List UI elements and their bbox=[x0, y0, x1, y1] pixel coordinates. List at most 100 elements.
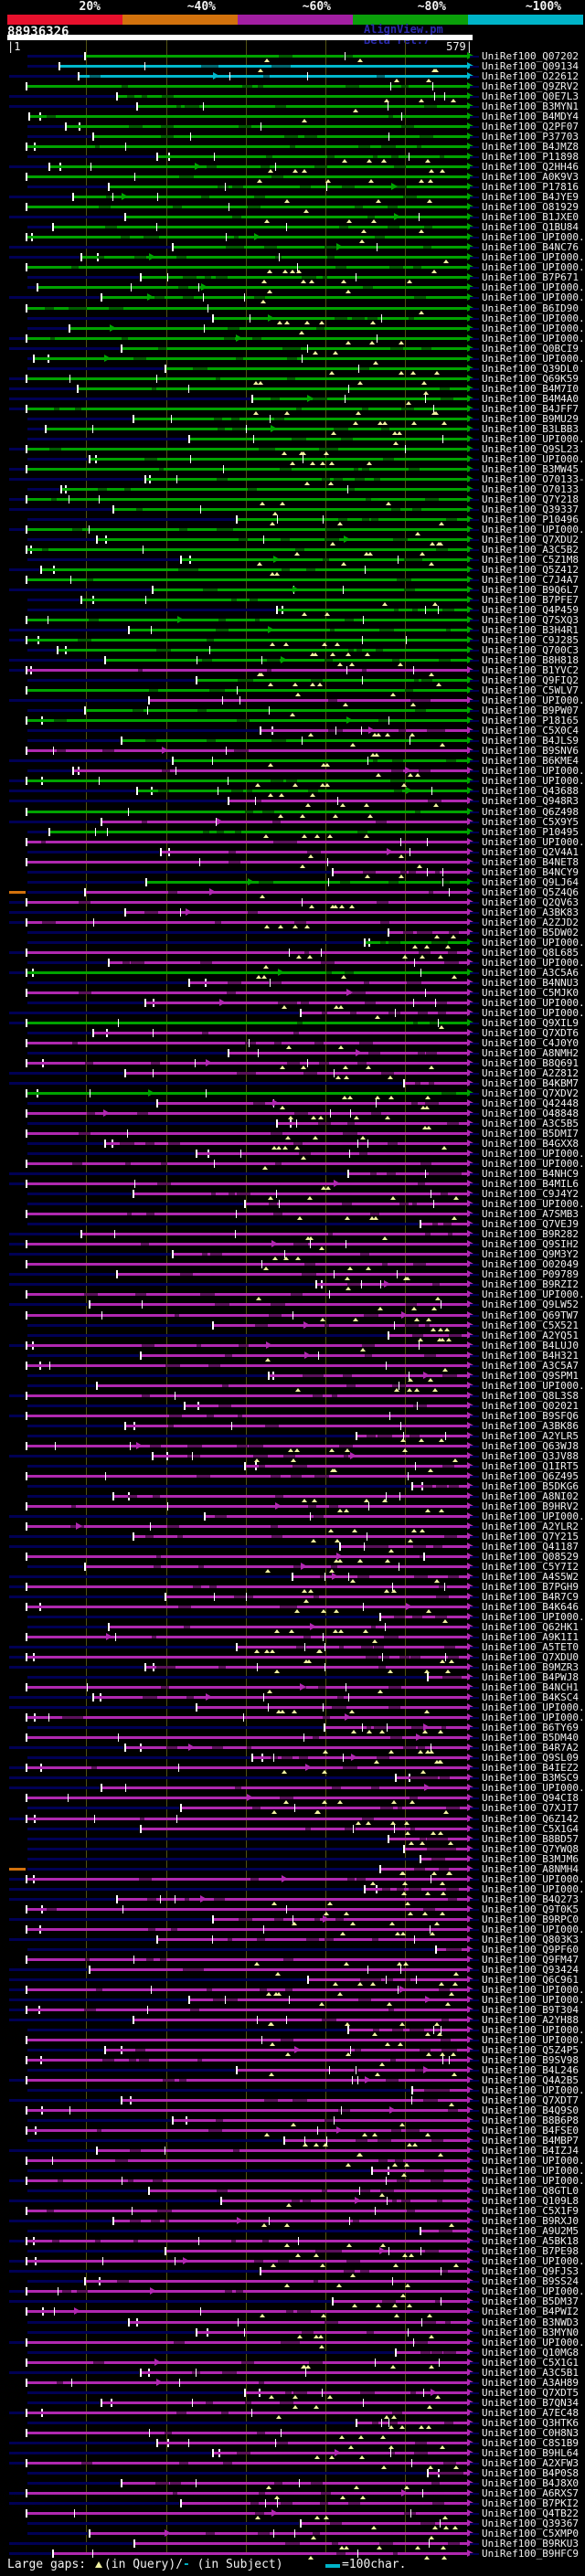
subject-id-link[interactable]: UniRef100_UPI000.. bbox=[482, 2255, 585, 2268]
alignment-bar[interactable] bbox=[27, 376, 468, 380]
alignment-bar[interactable] bbox=[74, 769, 468, 773]
subject-id-link[interactable]: UniRef100_B3LBB3 bbox=[482, 422, 579, 435]
alignment-bar[interactable] bbox=[27, 175, 468, 179]
alignment-bar[interactable] bbox=[27, 2240, 468, 2243]
alignment-bar[interactable] bbox=[325, 1726, 468, 1730]
subject-id-link[interactable]: UniRef100_UPI000.. bbox=[482, 1701, 585, 1714]
alignment-bar[interactable] bbox=[27, 1907, 468, 1911]
subject-id-link[interactable]: UniRef100_A8NMH4 bbox=[482, 1862, 579, 1875]
alignment-bar[interactable] bbox=[27, 2058, 468, 2062]
subject-id-link[interactable]: UniRef100_B4GXX8 bbox=[482, 1138, 579, 1150]
subject-id-link[interactable]: UniRef100_Q8GTL0 bbox=[482, 2185, 579, 2198]
subject-id-link[interactable]: UniRef100_B6TY69 bbox=[482, 1722, 579, 1734]
subject-id-link[interactable]: UniRef100_C5MJK0 bbox=[482, 986, 579, 999]
subject-id-link[interactable]: UniRef100_C5X9Y5 bbox=[482, 815, 579, 828]
subject-id-link[interactable]: UniRef100_B4JYE9 bbox=[482, 191, 579, 204]
subject-id-link[interactable]: UniRef100_B9MZR3 bbox=[482, 1661, 579, 1674]
alignment-bar[interactable] bbox=[238, 2069, 468, 2072]
subject-id-link[interactable]: UniRef100_Q08529 bbox=[482, 1550, 579, 1563]
subject-id-link[interactable]: UniRef100_A3C5B2 bbox=[482, 543, 579, 556]
alignment-bar[interactable] bbox=[27, 2008, 468, 2011]
alignment-bar[interactable] bbox=[142, 2370, 468, 2374]
alignment-bar[interactable] bbox=[27, 2210, 468, 2213]
subject-id-link[interactable]: UniRef100_A4S5W2 bbox=[482, 1571, 579, 1584]
subject-id-link[interactable]: UniRef100_B4NHC9 bbox=[482, 1168, 579, 1181]
alignment-bar[interactable] bbox=[27, 1817, 468, 1820]
subject-id-link[interactable]: UniRef100_B8H818 bbox=[482, 654, 579, 667]
subject-id-link[interactable]: UniRef100_Q9FIQ2 bbox=[482, 674, 579, 687]
alignment-bar[interactable] bbox=[118, 1273, 468, 1277]
alignment-bar[interactable] bbox=[27, 1636, 468, 1639]
subject-id-link[interactable]: UniRef100_Q5Z4P5 bbox=[482, 2043, 579, 2056]
subject-id-link[interactable]: UniRef100_Q8L3S8 bbox=[482, 1389, 579, 1402]
subject-id-link[interactable]: UniRef100_C5X1F9 bbox=[482, 2205, 579, 2218]
subject-id-link[interactable]: UniRef100_UPI000.. bbox=[482, 765, 585, 778]
alignment-bar[interactable] bbox=[182, 1807, 468, 1810]
alignment-bar[interactable] bbox=[27, 1444, 468, 1447]
alignment-bar[interactable] bbox=[27, 1504, 468, 1508]
alignment-bar[interactable] bbox=[27, 2491, 468, 2495]
alignment-bar[interactable] bbox=[27, 2411, 468, 2414]
subject-id-link[interactable]: UniRef100_Q9SL09 bbox=[482, 1752, 579, 1765]
alignment-bar[interactable] bbox=[98, 2149, 468, 2153]
subject-id-link[interactable]: UniRef100_A3BK86 bbox=[482, 1419, 579, 1432]
subject-id-link[interactable]: UniRef100_A6RXS7 bbox=[482, 2486, 579, 2499]
subject-id-link[interactable]: UniRef100_C5X0C4 bbox=[482, 725, 579, 737]
alignment-bar[interactable] bbox=[79, 387, 468, 390]
alignment-bar[interactable] bbox=[27, 1313, 468, 1317]
subject-id-link[interactable]: UniRef100_Q4TB22 bbox=[482, 2507, 579, 2519]
alignment-bar[interactable] bbox=[27, 1766, 468, 1770]
alignment-bar[interactable] bbox=[27, 1524, 468, 1528]
subject-id-link[interactable]: UniRef100_Q9XIL9 bbox=[482, 1016, 579, 1029]
alignment-bar[interactable] bbox=[190, 1998, 468, 2001]
alignment-bar[interactable] bbox=[27, 1293, 468, 1297]
subject-id-link[interactable]: UniRef100_Q1BU84 bbox=[482, 221, 579, 234]
subject-id-link[interactable]: UniRef100_B9RKU3 bbox=[482, 2537, 579, 2549]
subject-id-link[interactable]: UniRef100_B4P0S8 bbox=[482, 2466, 579, 2479]
alignment-bar[interactable] bbox=[67, 125, 468, 129]
alignment-bar[interactable] bbox=[126, 1746, 468, 1750]
alignment-bar[interactable] bbox=[27, 1162, 468, 1166]
subject-id-link[interactable]: UniRef100_P11898 bbox=[482, 151, 579, 164]
subject-id-link[interactable]: UniRef100_B9Q6L7 bbox=[482, 584, 579, 597]
alignment-bar[interactable] bbox=[94, 1696, 468, 1700]
subject-id-link[interactable]: UniRef100_Q7XDU2 bbox=[482, 533, 579, 546]
alignment-bar[interactable] bbox=[373, 2169, 468, 2173]
alignment-bar[interactable] bbox=[102, 820, 468, 823]
subject-id-link[interactable]: UniRef100_Q94CI8 bbox=[482, 1792, 579, 1805]
subject-id-link[interactable]: UniRef100_UPI000.. bbox=[482, 2033, 585, 2046]
alignment-bar[interactable] bbox=[222, 2200, 468, 2203]
alignment-bar[interactable] bbox=[90, 1967, 468, 1971]
alignment-bar[interactable] bbox=[27, 306, 468, 310]
subject-id-link[interactable]: UniRef100_B4J8X0 bbox=[482, 2476, 579, 2489]
alignment-bar[interactable] bbox=[27, 2431, 468, 2434]
alignment-bar[interactable] bbox=[174, 759, 468, 763]
subject-id-link[interactable]: UniRef100_UPI000.. bbox=[482, 452, 585, 465]
alignment-bar[interactable] bbox=[90, 2531, 468, 2535]
alignment-bar[interactable] bbox=[54, 2551, 468, 2555]
subject-id-link[interactable]: UniRef100_B4IEZ2 bbox=[482, 1762, 579, 1775]
alignment-bar[interactable] bbox=[206, 1514, 468, 1518]
subject-id-link[interactable]: UniRef100_Q9M3Y2 bbox=[482, 1248, 579, 1261]
subject-id-link[interactable]: UniRef100_UPI000.. bbox=[482, 332, 585, 345]
subject-id-link[interactable]: UniRef100_Q9FM47 bbox=[482, 1953, 579, 1966]
subject-id-link[interactable]: UniRef100_B3MYN0 bbox=[482, 2326, 579, 2338]
alignment-bar[interactable] bbox=[118, 95, 468, 99]
subject-id-link[interactable]: UniRef100_Q3HTK6 bbox=[482, 2416, 579, 2429]
subject-id-link[interactable]: UniRef100_Q07202 bbox=[482, 50, 579, 62]
alignment-bar[interactable] bbox=[27, 266, 468, 270]
subject-id-link[interactable]: UniRef100_C5WLV7 bbox=[482, 684, 579, 697]
alignment-bar[interactable] bbox=[50, 165, 468, 169]
subject-id-link[interactable]: UniRef100_Q7XJI7 bbox=[482, 1802, 579, 1815]
subject-id-link[interactable]: UniRef100_UPI000.. bbox=[482, 1288, 585, 1301]
subject-id-link[interactable]: UniRef100_C5X1G4 bbox=[482, 1822, 579, 1835]
subject-id-link[interactable]: UniRef100_A2YLR2 bbox=[482, 1520, 579, 1532]
alignment-bar[interactable] bbox=[82, 599, 468, 602]
subject-id-link[interactable]: UniRef100_C5Z1M8 bbox=[482, 554, 579, 566]
alignment-bar[interactable] bbox=[366, 940, 468, 944]
subject-id-link[interactable]: UniRef100_UPI000.. bbox=[482, 835, 585, 848]
subject-id-link[interactable]: UniRef100_B7QN34 bbox=[482, 2396, 579, 2409]
subject-id-link[interactable]: UniRef100_Q6Z498 bbox=[482, 805, 579, 818]
subject-id-link[interactable]: UniRef100_P10496 bbox=[482, 513, 579, 525]
subject-id-link[interactable]: UniRef100_Q39367 bbox=[482, 2517, 579, 2529]
